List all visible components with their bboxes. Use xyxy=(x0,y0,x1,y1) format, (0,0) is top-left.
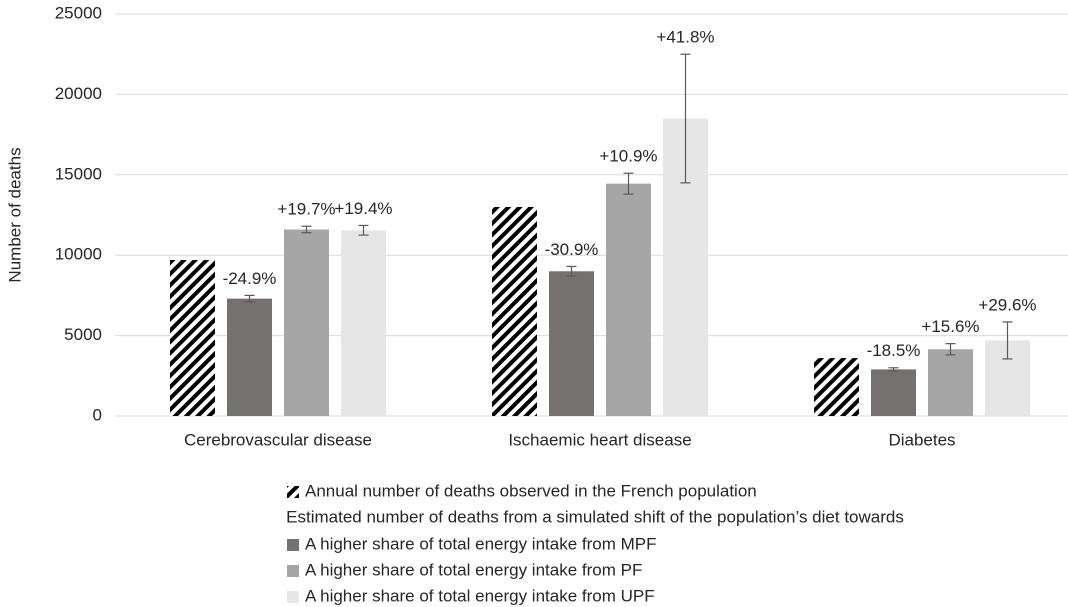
legend-label: Annual number of deaths observed in the … xyxy=(305,481,757,500)
y-tick-label: 20000 xyxy=(55,84,102,103)
legend-swatch xyxy=(287,565,299,577)
bar xyxy=(341,230,386,416)
legend-label: A higher share of total energy intake fr… xyxy=(305,534,657,553)
legend-swatch xyxy=(287,486,299,498)
data-label: +41.8% xyxy=(656,28,714,47)
bar xyxy=(170,260,215,416)
bar xyxy=(492,206,537,416)
bar xyxy=(284,229,329,416)
bar xyxy=(928,349,973,416)
bar xyxy=(814,358,859,416)
x-tick-label: Diabetes xyxy=(888,430,955,449)
y-tick-label: 10000 xyxy=(55,245,102,264)
data-label: +19.7% xyxy=(277,200,335,219)
legend-swatch xyxy=(287,591,299,603)
x-tick-label: Ischaemic heart disease xyxy=(508,430,691,449)
data-label: -24.9% xyxy=(223,269,277,288)
y-axis-label: Number of deaths xyxy=(5,147,24,282)
data-label: +29.6% xyxy=(978,295,1036,314)
x-tick-label: Cerebrovascular disease xyxy=(184,430,372,449)
bar xyxy=(871,369,916,416)
data-label: -18.5% xyxy=(867,341,921,360)
bar xyxy=(606,183,651,416)
data-label: +15.6% xyxy=(921,317,979,336)
bar xyxy=(227,298,272,416)
data-label: -30.9% xyxy=(545,240,599,259)
bar xyxy=(549,271,594,416)
y-tick-label: 5000 xyxy=(64,325,102,344)
data-label: +19.4% xyxy=(334,199,392,218)
y-tick-label: 25000 xyxy=(55,3,102,22)
legend-label: A higher share of total energy intake fr… xyxy=(305,586,655,605)
legend-subtitle: Estimated number of deaths from a simula… xyxy=(286,507,904,526)
legend-swatch xyxy=(287,539,299,551)
y-tick-label: 15000 xyxy=(55,164,102,183)
legend-label: A higher share of total energy intake fr… xyxy=(305,560,642,579)
y-tick-label: 0 xyxy=(93,405,102,424)
data-label: +10.9% xyxy=(599,147,657,166)
